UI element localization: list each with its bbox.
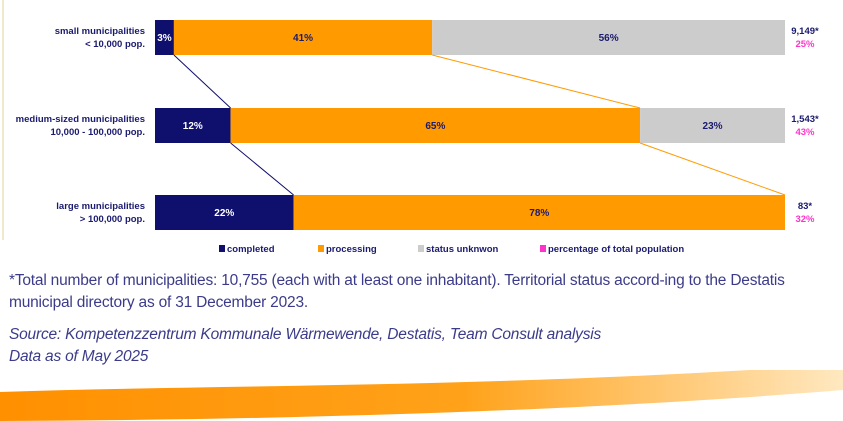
- legend-swatch: [418, 245, 424, 252]
- connector-completed: [173, 54, 231, 109]
- legend-swatch: [540, 245, 546, 252]
- category-label: medium-sized municipalities: [16, 114, 145, 125]
- category-label: small municipalities: [55, 26, 145, 37]
- source-note: Source: Kompetenzzentrum Kommunale Wärme…: [9, 326, 602, 343]
- bar-label: 41%: [293, 33, 313, 44]
- bar-label: 65%: [425, 121, 445, 132]
- total-label: 9,149*: [791, 26, 819, 37]
- legend-swatch: [318, 245, 324, 252]
- legend-label: processing: [326, 244, 377, 255]
- left-border-line: [2, 0, 4, 240]
- connector-processing: [432, 54, 641, 109]
- legend-label: completed: [227, 244, 275, 255]
- category-label: large municipalities: [56, 201, 145, 212]
- bar-completed: [155, 108, 231, 143]
- bar-label: 78%: [529, 208, 549, 219]
- data-date-note: Data as of May 2025: [9, 348, 149, 365]
- category-label: < 10,000 pop.: [85, 39, 145, 50]
- bar-label: 3%: [157, 33, 172, 44]
- bar-status-unknwon: [432, 20, 785, 55]
- total-label: 83*: [798, 201, 813, 212]
- bar-completed: [155, 195, 294, 230]
- bar-processing: [173, 20, 433, 55]
- legend-label: percentage of total population: [548, 244, 684, 255]
- bar-completed: [155, 20, 174, 55]
- category-label: 10,000 - 100,000 pop.: [50, 127, 145, 138]
- bar-processing: [230, 108, 641, 143]
- connector-processing: [639, 142, 786, 196]
- total-label: 1,543*: [791, 114, 819, 125]
- legend-swatch: [219, 245, 225, 252]
- bar-label: 22%: [214, 208, 234, 219]
- decorative-orange-swoosh: [0, 370, 843, 421]
- population-share-label: 43%: [795, 127, 815, 138]
- footnote: *Total number of municipalities: 10,755 …: [9, 272, 785, 311]
- population-share-label: 25%: [795, 39, 815, 50]
- stacked-bar-chart: 3% 41% 56% small municipalities < 10,000 pop…: [16, 20, 819, 255]
- bar-label: 23%: [703, 121, 723, 132]
- bar-label: 12%: [183, 121, 203, 132]
- bar-label: 56%: [599, 33, 619, 44]
- category-label: > 100,000 pop.: [80, 214, 145, 225]
- bar-processing: [293, 195, 785, 230]
- population-share-label: 32%: [795, 214, 815, 225]
- connector-completed: [230, 142, 294, 196]
- bar-status-unknwon: [640, 108, 785, 143]
- legend-label: status unknwon: [426, 244, 499, 255]
